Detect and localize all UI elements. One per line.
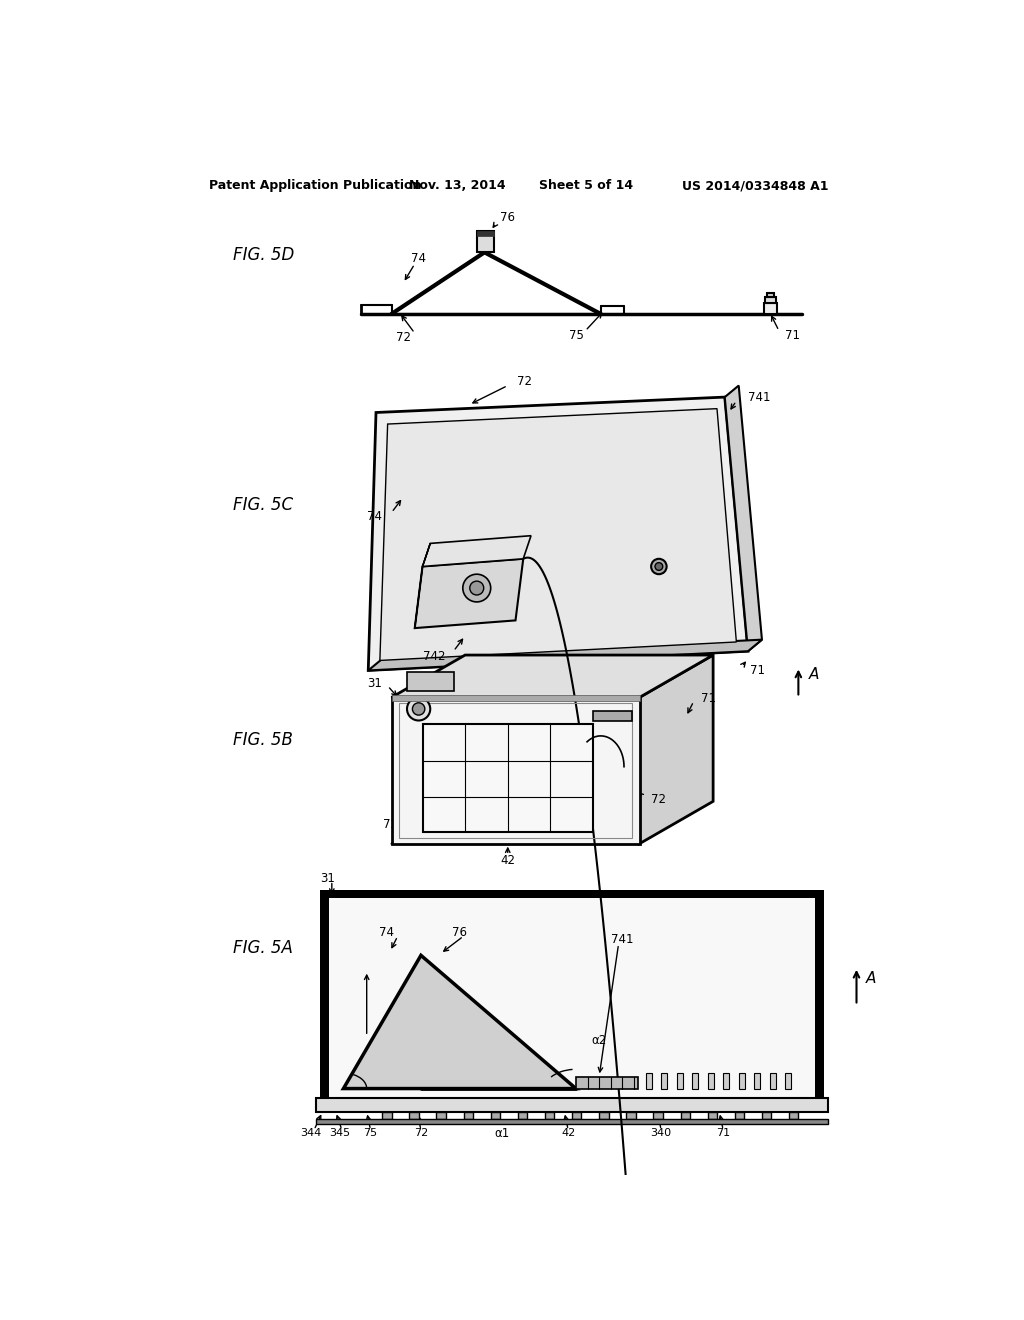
Text: 75: 75 [568,329,584,342]
Bar [464,1111,473,1119]
Polygon shape [391,655,713,697]
Circle shape [470,581,483,595]
Polygon shape [477,231,494,236]
Text: 71: 71 [751,664,765,677]
Bar [423,725,593,832]
Polygon shape [725,385,762,651]
Text: α2: α2 [592,1034,607,1047]
Bar [764,304,777,314]
Polygon shape [423,536,531,566]
Text: 42: 42 [561,1129,575,1138]
Bar [738,1073,744,1089]
Bar [765,297,776,304]
Text: FIG. 5A: FIG. 5A [232,939,293,957]
Polygon shape [321,890,328,1098]
Bar [545,1111,554,1119]
Text: 345: 345 [329,1129,350,1138]
Bar [572,1111,582,1119]
Text: 72: 72 [651,792,667,805]
Polygon shape [415,558,523,628]
Bar [653,1111,663,1119]
Text: FIG. 5B: FIG. 5B [232,731,293,748]
Text: 31: 31 [368,677,382,690]
Circle shape [413,702,425,715]
Bar [692,1073,698,1089]
Text: A: A [866,972,877,986]
Text: 71: 71 [701,693,717,705]
Bar [329,899,815,1097]
Polygon shape [343,956,575,1089]
Bar [762,1111,771,1119]
Bar [382,1111,391,1119]
Text: 42: 42 [501,854,515,867]
Text: Patent Application Publication: Patent Application Publication [209,180,422,193]
Bar [646,1073,652,1089]
Bar [708,1111,717,1119]
Bar [767,293,773,297]
Circle shape [463,574,490,602]
Text: 74: 74 [411,252,426,265]
Text: 344: 344 [300,1129,322,1138]
Polygon shape [816,890,824,1098]
Bar [410,1111,419,1119]
Bar [755,1073,761,1089]
Polygon shape [369,397,748,671]
Bar [662,1073,668,1089]
Bar [399,702,632,838]
Text: 74: 74 [368,510,382,523]
Bar [593,711,632,721]
Bar [490,1111,500,1119]
Bar [785,1073,792,1089]
Text: 725: 725 [383,818,406,832]
Bar [735,1111,744,1119]
Bar [681,1111,690,1119]
Bar [328,898,816,1098]
Bar [723,1073,729,1089]
Text: 72: 72 [414,1129,428,1138]
Text: US 2014/0334848 A1: US 2014/0334848 A1 [682,180,828,193]
Bar [575,1077,638,1089]
Text: FIG. 5D: FIG. 5D [232,246,294,264]
Text: Nov. 13, 2014: Nov. 13, 2014 [410,180,506,193]
Text: 72: 72 [517,375,532,388]
Text: A: A [809,667,819,682]
Circle shape [651,558,667,574]
Text: Sheet 5 of 14: Sheet 5 of 14 [539,180,633,193]
Polygon shape [391,697,640,843]
Bar [790,1111,799,1119]
Text: α1: α1 [495,1127,510,1139]
Bar [599,1111,608,1119]
Bar [518,1111,527,1119]
Bar [407,672,454,692]
Polygon shape [369,640,762,671]
Bar [627,1111,636,1119]
Text: 31: 31 [321,871,336,884]
Text: 76: 76 [501,211,515,224]
Text: 741: 741 [748,391,770,404]
Polygon shape [640,655,713,843]
Circle shape [407,697,430,721]
Bar [770,1073,776,1089]
Polygon shape [321,890,824,898]
Circle shape [655,562,663,570]
Text: 340: 340 [650,1129,672,1138]
Text: FIG. 5C: FIG. 5C [232,496,293,513]
Bar [677,1073,683,1089]
Text: 71: 71 [716,1129,730,1138]
Text: 75: 75 [364,1129,378,1138]
Bar [477,231,494,252]
Text: 742: 742 [423,649,445,663]
Polygon shape [415,544,430,628]
Bar [316,1098,827,1111]
Polygon shape [380,409,736,660]
Text: 76: 76 [453,925,467,939]
Bar [708,1073,714,1089]
Text: 72: 72 [396,330,411,343]
Text: 741: 741 [611,933,634,946]
Text: 74: 74 [379,925,393,939]
Bar [316,1119,827,1125]
Bar [391,696,640,701]
Text: 71: 71 [785,329,800,342]
Bar [436,1111,445,1119]
